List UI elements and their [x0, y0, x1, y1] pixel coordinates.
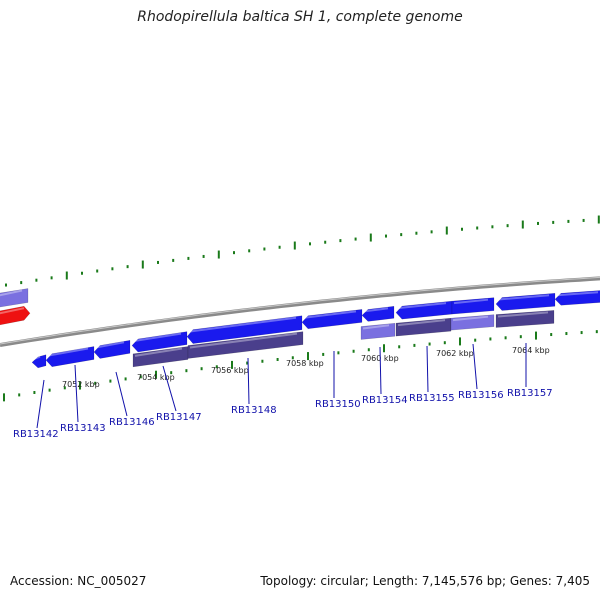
gene-rb13147-b-body	[132, 346, 189, 368]
kbp-label-7054: 7054 kbp	[137, 373, 175, 382]
accession-text: Accession: NC_005027	[10, 574, 147, 588]
gene-rb13148-shine	[188, 316, 297, 333]
gene-rb13148[interactable]	[186, 315, 303, 344]
gene-rb13146-shine	[95, 341, 125, 349]
gene-rb13143-body	[45, 346, 95, 367]
leader-line-1	[74, 364, 79, 423]
gene-rb13143-shine	[47, 347, 89, 357]
gene-rb13157-shine	[497, 294, 550, 301]
inner-tick-ring	[3, 330, 598, 402]
gene-rb13155-b-shine	[397, 319, 446, 327]
gene-rb13148-b[interactable]	[187, 331, 304, 359]
gene-label-rb13142[interactable]: RB13142	[13, 429, 59, 440]
gene-rb13147-body	[131, 331, 188, 353]
gene-rb13157-body	[495, 293, 556, 311]
gene-label-rb13156[interactable]: RB13156	[458, 390, 504, 401]
gene-left-partial-red-shine	[0, 307, 25, 315]
gene-features[interactable]	[0, 288, 600, 369]
backbone-highlight	[0, 276, 600, 345]
gene-label-rb13155[interactable]: RB13155	[409, 393, 455, 404]
gene-label-rb13157[interactable]: RB13157	[507, 388, 553, 399]
gene-labels[interactable]: RB13142 RB13143 RB13146 RB13147 RB13148 …	[13, 388, 553, 440]
gene-rb13154-b-shine	[362, 324, 390, 330]
leader-line-7	[426, 345, 429, 393]
gene-rb13148-body	[186, 315, 303, 344]
outer-tick-ring	[5, 215, 600, 287]
leader-line-0	[36, 379, 45, 429]
gene-left-partial-red-body	[0, 305, 31, 326]
kbp-label-7052: 7052 kbp	[62, 380, 100, 389]
leader-line-6	[379, 346, 382, 395]
gene-right-partial[interactable]	[554, 290, 600, 306]
gene-left-partial-light[interactable]	[0, 288, 29, 308]
gene-label-rb13154[interactable]: RB13154	[362, 395, 408, 406]
gene-rb13150[interactable]	[301, 309, 363, 329]
gene-label-rb13150[interactable]: RB13150	[315, 399, 361, 410]
gene-rb13156-body	[451, 297, 495, 315]
map-title: Rhodopirellula baltica SH 1, complete ge…	[137, 9, 463, 25]
gene-rb13155-body	[395, 300, 453, 320]
gene-rb13147[interactable]	[131, 331, 188, 353]
gene-rb13150-shine	[303, 310, 357, 319]
kbp-label-7058: 7058 kbp	[286, 359, 324, 368]
gene-rb13156-shine	[453, 298, 489, 305]
gene-right-partial-shine	[556, 291, 599, 297]
leader-line-4	[247, 357, 250, 405]
gene-rb13142-body	[31, 354, 47, 369]
genome-backbone	[0, 276, 600, 347]
gene-label-rb13146[interactable]: RB13146	[109, 417, 155, 428]
gene-rb13147-b[interactable]	[132, 346, 189, 368]
gene-rb13146-body	[93, 340, 131, 359]
gene-rb13147-shine	[133, 332, 182, 343]
gene-rb13154-b[interactable]	[360, 322, 396, 340]
gene-right-partial-body	[554, 290, 600, 306]
gene-rb13142[interactable]	[31, 354, 47, 369]
gene-rb13157-b[interactable]	[495, 310, 555, 328]
gene-rb13146[interactable]	[93, 340, 131, 359]
kbp-label-7062: 7062 kbp	[436, 349, 474, 358]
gene-rb13156-b[interactable]	[450, 314, 495, 331]
leader-line-3	[162, 365, 177, 412]
gene-label-leaders	[36, 343, 527, 429]
genome-summary-text: Topology: circular; Length: 7,145,576 bp…	[260, 574, 590, 588]
gene-left-partial-light-shine	[0, 289, 23, 297]
gene-rb13155[interactable]	[395, 300, 453, 320]
gene-rb13156-b-body	[450, 314, 495, 331]
kbp-label-7064: 7064 kbp	[512, 346, 550, 355]
gene-rb13150-body	[301, 309, 363, 329]
gene-rb13148-b-shine	[189, 332, 298, 349]
gene-rb13155-b[interactable]	[395, 317, 452, 337]
gene-rb13154[interactable]	[361, 306, 395, 322]
gene-rb13154-shine	[363, 307, 389, 313]
gene-rb13156[interactable]	[451, 297, 495, 315]
gene-label-rb13147[interactable]: RB13147	[156, 412, 202, 423]
gene-rb13157-b-body	[495, 310, 555, 328]
gene-rb13142-shine	[33, 355, 41, 360]
gene-rb13155-shine	[397, 302, 447, 310]
gene-rb13155-b-body	[395, 317, 452, 337]
gene-left-partial-light-body	[0, 288, 29, 308]
gene-rb13147-b-shine	[134, 347, 183, 357]
gene-label-rb13148[interactable]: RB13148	[231, 405, 277, 416]
gene-rb13154-body	[361, 306, 395, 322]
gene-rb13157-b-shine	[497, 311, 549, 318]
gene-rb13154-b-body	[360, 322, 396, 340]
gene-rb13156-b-shine	[452, 315, 489, 322]
gene-rb13143[interactable]	[45, 346, 95, 367]
gene-rb13157[interactable]	[495, 293, 556, 311]
kbp-label-7056: 7056 kbp	[211, 366, 249, 375]
gene-left-partial-red[interactable]	[0, 305, 31, 326]
gene-label-rb13143[interactable]: RB13143	[60, 423, 106, 434]
leader-line-2	[115, 371, 128, 417]
backbone-line	[0, 276, 600, 347]
leader-line-8	[472, 343, 478, 390]
gene-rb13148-b-body	[187, 331, 304, 359]
